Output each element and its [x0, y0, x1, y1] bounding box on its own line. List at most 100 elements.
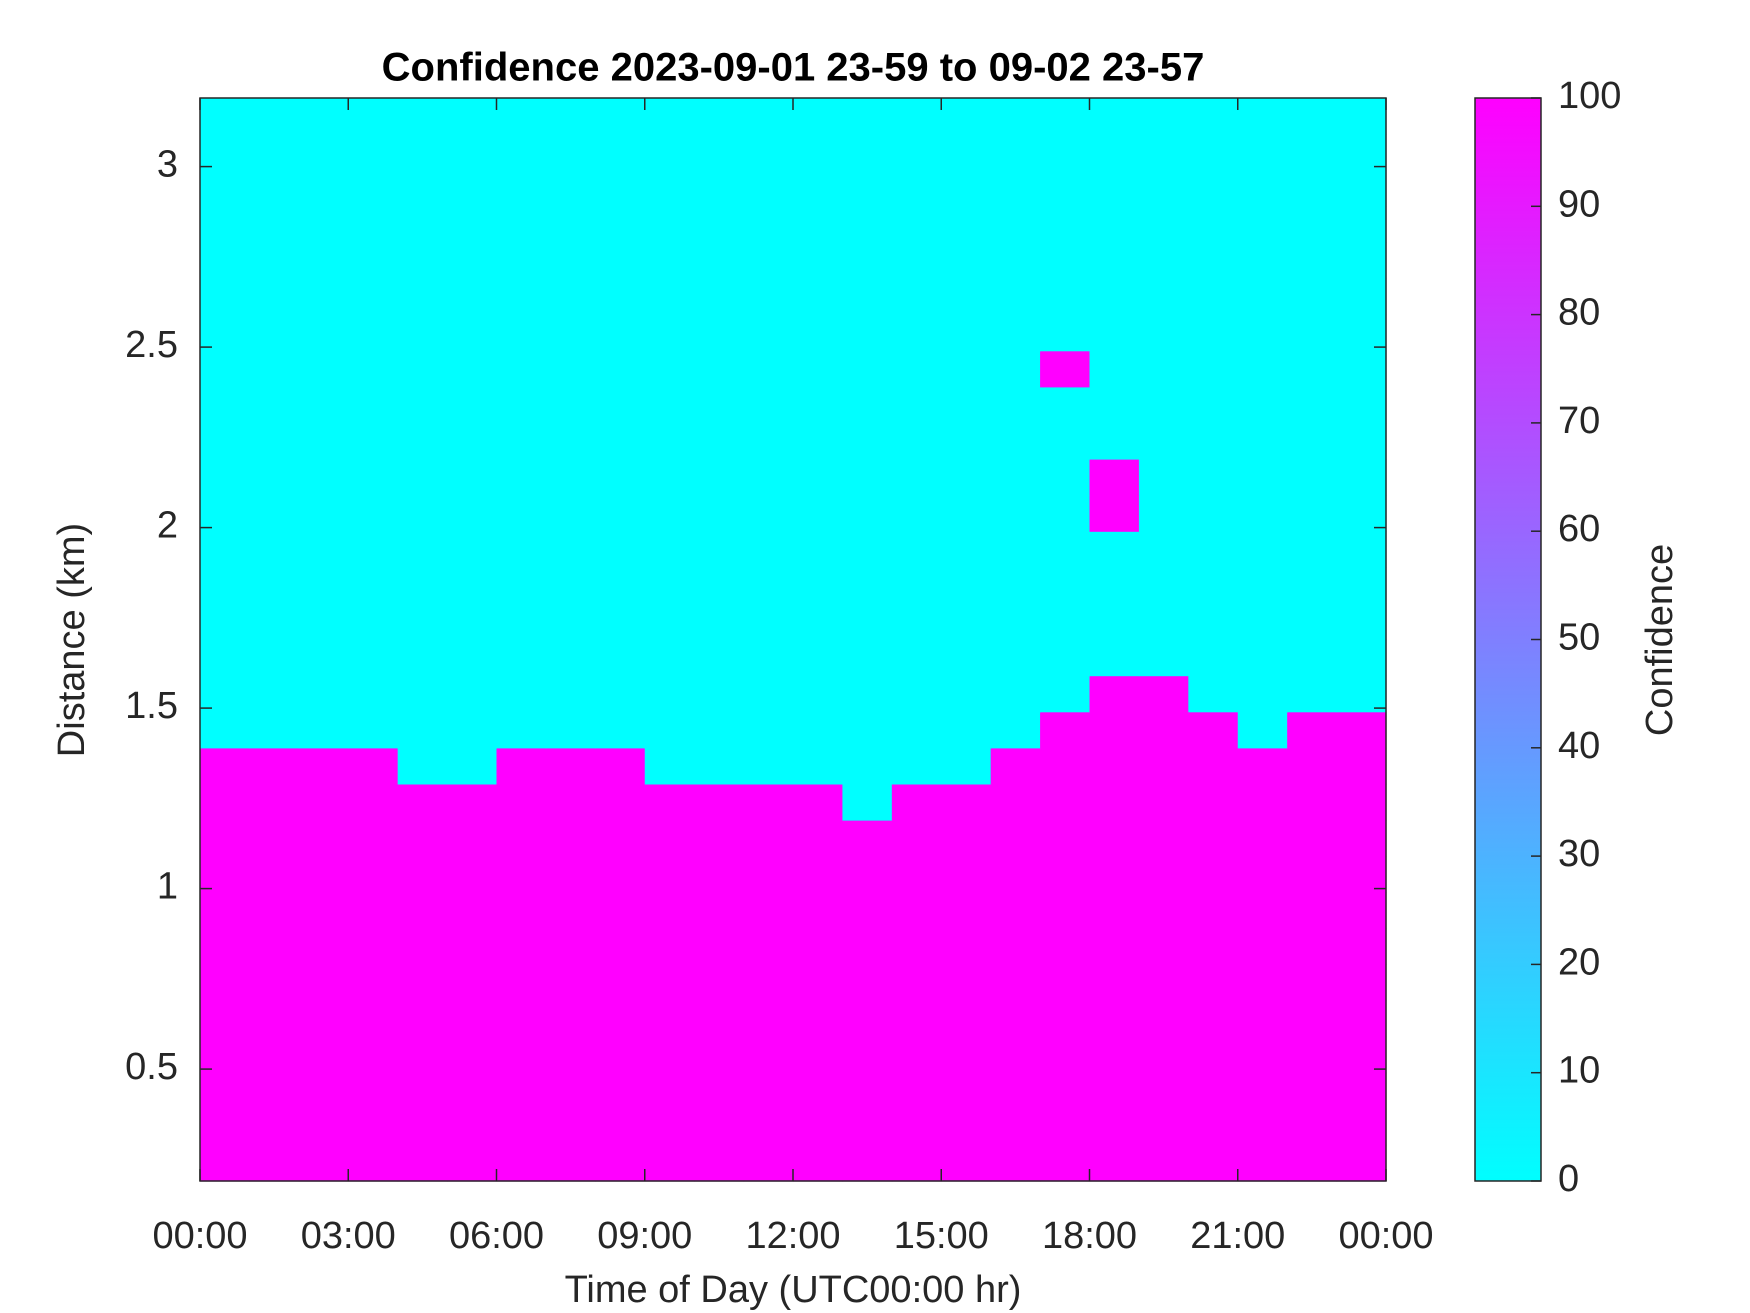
heatmap-cell — [200, 386, 251, 424]
heatmap-cell — [447, 459, 498, 496]
heatmap-cell — [249, 1144, 300, 1182]
heatmap-cell — [397, 567, 448, 604]
heatmap-cell — [1138, 1108, 1189, 1146]
heatmap-cell — [496, 206, 547, 243]
heatmap-cell — [200, 567, 251, 604]
heatmap-cell — [200, 603, 251, 641]
heatmap-cell — [447, 1036, 498, 1074]
heatmap-cell — [1188, 98, 1239, 135]
colorbar-tick-label: 0 — [1558, 1158, 1579, 1200]
heatmap-cell — [1237, 603, 1288, 641]
heatmap-cell — [1089, 134, 1140, 171]
heatmap-cell — [1089, 820, 1140, 857]
heatmap-cell — [644, 350, 695, 388]
heatmap-cell — [694, 675, 745, 713]
heatmap-cell — [1287, 964, 1338, 1002]
heatmap-cell — [891, 134, 942, 171]
colorbar-tick-label: 100 — [1558, 75, 1621, 117]
heatmap-cell — [1089, 170, 1140, 207]
heatmap-cell — [1188, 892, 1239, 929]
heatmap-cell — [447, 350, 498, 388]
heatmap-cell — [1287, 206, 1338, 243]
heatmap-cell — [694, 747, 745, 785]
y-tick-label: 3 — [157, 144, 178, 186]
heatmap-cell — [644, 278, 695, 316]
heatmap-cell — [1287, 1000, 1338, 1038]
heatmap-cell — [348, 783, 399, 821]
heatmap-cell — [743, 386, 794, 424]
heatmap-cell — [1138, 531, 1189, 568]
heatmap-cell — [249, 98, 300, 135]
heatmap-cell — [348, 639, 399, 677]
heatmap-cell — [644, 892, 695, 929]
heatmap-cell — [200, 242, 251, 280]
heatmap-cell — [397, 242, 448, 280]
heatmap-cell — [1188, 567, 1239, 604]
heatmap-cell — [1287, 1072, 1338, 1110]
heatmap-cell — [842, 639, 893, 677]
heatmap-cell — [644, 1072, 695, 1110]
heatmap-cell — [941, 350, 992, 388]
heatmap-cell — [595, 531, 646, 568]
heatmap-cell — [694, 964, 745, 1002]
heatmap-cell — [249, 639, 300, 677]
heatmap-cell — [694, 459, 745, 496]
heatmap-cell — [1138, 422, 1189, 460]
heatmap-cell — [891, 314, 942, 352]
heatmap-cell — [1336, 531, 1387, 568]
heatmap-cell — [793, 242, 844, 280]
y-tick-label: 2.5 — [125, 324, 178, 366]
heatmap-cell — [397, 928, 448, 965]
heatmap-cell — [990, 747, 1041, 785]
heatmap-cell — [1336, 711, 1387, 749]
heatmap-cell — [545, 856, 596, 893]
heatmap-cell — [842, 531, 893, 568]
heatmap-cell — [891, 639, 942, 677]
heatmap-cell — [545, 892, 596, 929]
heatmap-cell — [200, 892, 251, 929]
heatmap-cell — [447, 820, 498, 857]
heatmap-cell — [595, 314, 646, 352]
heatmap-cell — [1089, 603, 1140, 641]
heatmap-cell — [990, 1144, 1041, 1182]
heatmap-cell — [1138, 459, 1189, 496]
heatmap-cell — [743, 278, 794, 316]
heatmap-cell — [891, 567, 942, 604]
heatmap-cell — [1040, 1072, 1091, 1110]
heatmap-cell — [348, 134, 399, 171]
heatmap-cell — [793, 1000, 844, 1038]
heatmap-cell — [793, 1036, 844, 1074]
heatmap-cell — [249, 747, 300, 785]
heatmap-cell — [644, 1144, 695, 1182]
heatmap-cell — [1089, 1036, 1140, 1074]
heatmap-cell — [1287, 783, 1338, 821]
heatmap-cell — [1188, 820, 1239, 857]
heatmap-cell — [1040, 170, 1091, 207]
heatmap-cell — [1040, 675, 1091, 713]
heatmap-cell — [941, 783, 992, 821]
heatmap-cell — [1237, 1144, 1288, 1182]
heatmap-cell — [842, 603, 893, 641]
heatmap-cell — [990, 278, 1041, 316]
heatmap-cell — [447, 856, 498, 893]
heatmap-cell — [941, 747, 992, 785]
heatmap-cell — [545, 928, 596, 965]
heatmap-cell — [447, 675, 498, 713]
heatmap-cell — [694, 1144, 745, 1182]
heatmap-cell — [1040, 459, 1091, 496]
heatmap-cell — [1040, 422, 1091, 460]
heatmap-cell — [644, 928, 695, 965]
heatmap-cell — [298, 856, 349, 893]
heatmap-cell — [1336, 1072, 1387, 1110]
heatmap-cell — [1237, 495, 1288, 532]
heatmap-cell — [1188, 675, 1239, 713]
heatmap-cell — [249, 314, 300, 352]
heatmap-cell — [200, 747, 251, 785]
heatmap-cell — [348, 170, 399, 207]
heatmap-cell — [397, 350, 448, 388]
heatmap-cell — [743, 820, 794, 857]
heatmap-cell — [1138, 567, 1189, 604]
heatmap-cell — [1138, 495, 1189, 532]
heatmap-cell — [1188, 495, 1239, 532]
heatmap-cell — [842, 964, 893, 1002]
